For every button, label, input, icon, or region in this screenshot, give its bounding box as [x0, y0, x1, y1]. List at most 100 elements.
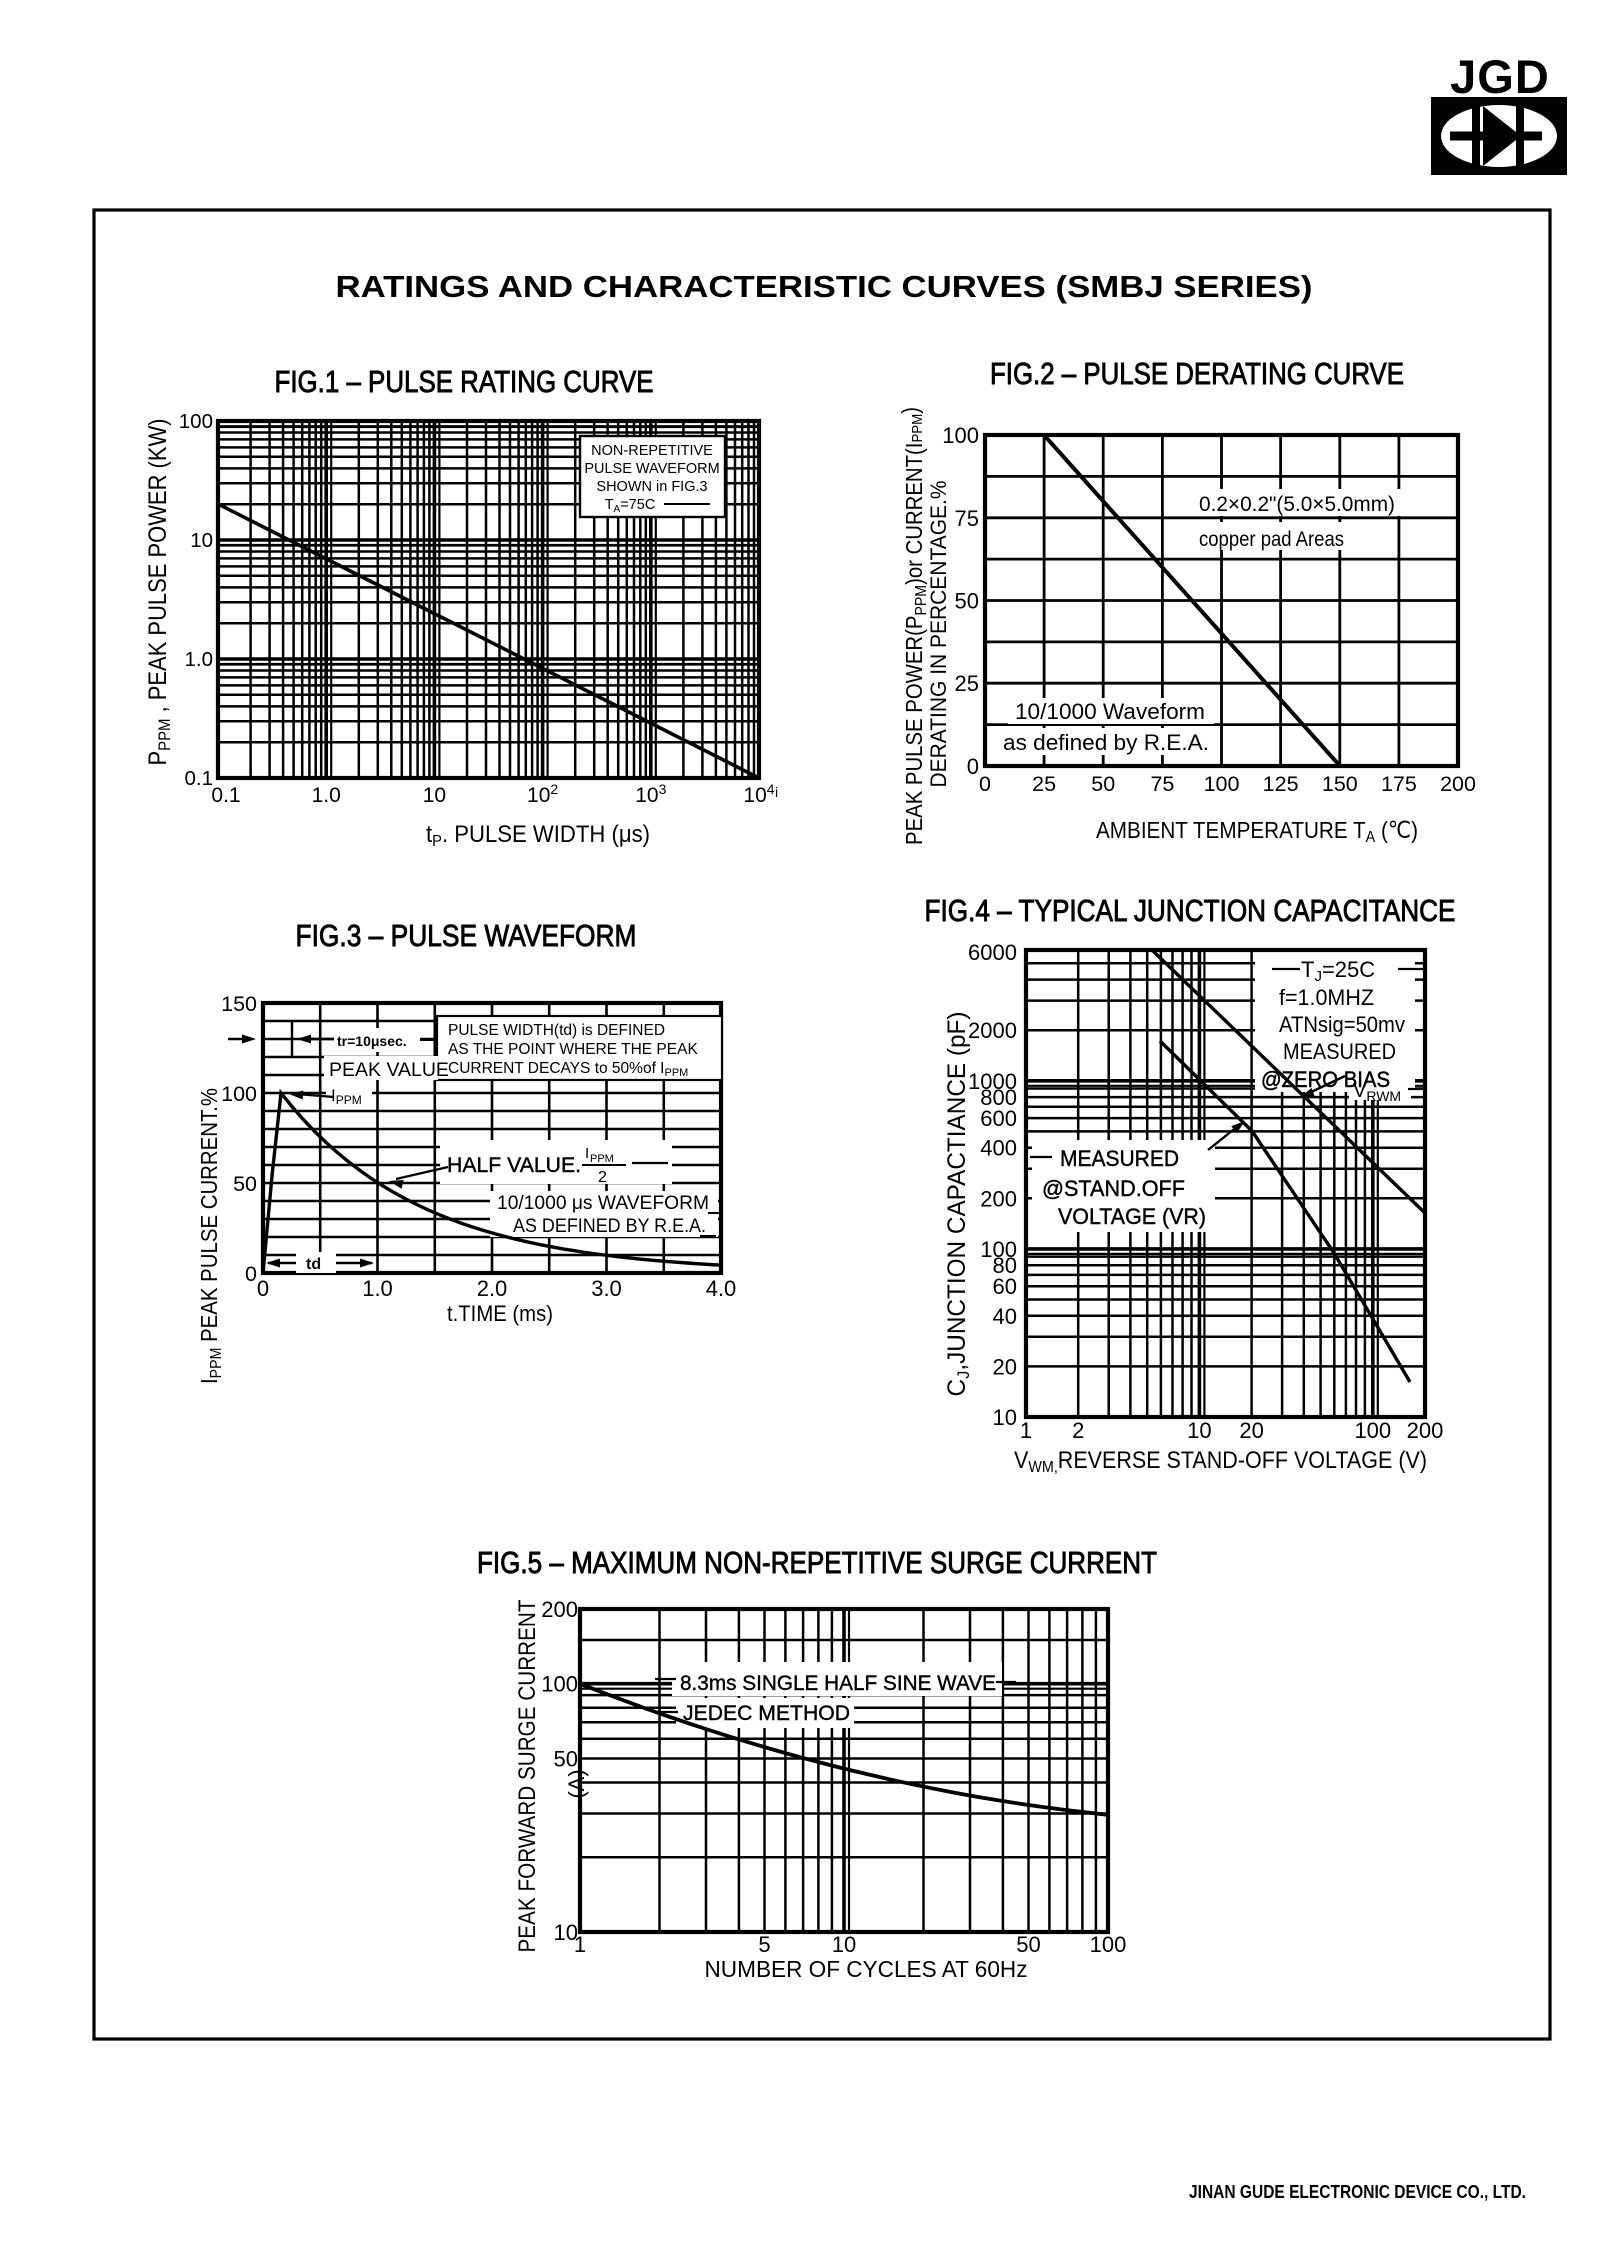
svg-text:20: 20 [1239, 1418, 1263, 1443]
svg-text:f=1.0MHZ: f=1.0MHZ [1279, 985, 1374, 1010]
svg-text:2000: 2000 [968, 1018, 1017, 1043]
svg-text:25: 25 [1032, 772, 1056, 796]
svg-text:100: 100 [1354, 1418, 1391, 1443]
svg-text:copper pad Areas: copper pad Areas [1199, 528, 1344, 551]
svg-text:100: 100 [942, 423, 979, 448]
svg-text:200: 200 [1407, 1418, 1444, 1443]
svg-text:200: 200 [980, 1186, 1017, 1211]
svg-text:SHOWN in FIG.3: SHOWN in FIG.3 [596, 479, 707, 495]
svg-text:125: 125 [1263, 772, 1299, 796]
svg-text:1.0: 1.0 [185, 648, 214, 671]
svg-text:20: 20 [993, 1354, 1017, 1379]
svg-text:6000: 6000 [968, 940, 1017, 965]
svg-text:10/1000 Waveform: 10/1000 Waveform [1015, 699, 1205, 724]
svg-text:DERATING IN PERCENTAGE.%: DERATING IN PERCENTAGE.% [926, 481, 951, 788]
svg-text:PPM: PPM [590, 1153, 614, 1165]
svg-text:1000: 1000 [968, 1069, 1017, 1094]
svg-text:@STAND.OFF: @STAND.OFF [1042, 1176, 1185, 1201]
svg-text:AS DEFINED BY R.E.A.: AS DEFINED BY R.E.A. [513, 1216, 706, 1237]
svg-text:JEDEC METHOD: JEDEC METHOD [683, 1701, 850, 1725]
svg-text:tr=10μsec.: tr=10μsec. [337, 1033, 407, 1049]
svg-text:NUMBER OF CYCLES AT 60Hz: NUMBER OF CYCLES AT 60Hz [705, 1956, 1028, 1982]
svg-text:0: 0 [979, 772, 991, 796]
svg-text:2.0: 2.0 [477, 1276, 508, 1301]
svg-text:FIG.3 – PULSE WAVEFORM: FIG.3 – PULSE WAVEFORM [296, 918, 637, 953]
svg-text:td: td [306, 1256, 321, 1273]
svg-text:TJ=25C: TJ=25C [1301, 957, 1375, 985]
svg-text:i: i [775, 784, 778, 800]
svg-text:0: 0 [257, 1276, 269, 1301]
svg-text:800: 800 [980, 1085, 1017, 1110]
svg-text:1.0: 1.0 [362, 1276, 393, 1301]
svg-text:80: 80 [993, 1253, 1017, 1278]
svg-text:8.3ms SINGLE HALF SINE WAVE: 8.3ms SINGLE HALF SINE WAVE [680, 1671, 996, 1695]
svg-text:175: 175 [1381, 772, 1417, 796]
svg-text:HALF VALUE.: HALF VALUE. [447, 1154, 581, 1177]
svg-text:MEASURED: MEASURED [1060, 1146, 1179, 1171]
svg-text:JGD: JGD [1450, 50, 1550, 103]
svg-text:I: I [585, 1145, 589, 1162]
svg-text:10: 10 [554, 1920, 578, 1945]
svg-text:0: 0 [245, 1262, 257, 1286]
svg-text:40: 40 [993, 1304, 1017, 1329]
svg-text:IPPM PEAK PULSE CURRENT.%: IPPM PEAK PULSE CURRENT.% [196, 1088, 225, 1384]
svg-text:0: 0 [967, 754, 979, 779]
svg-text:50: 50 [233, 1172, 257, 1196]
svg-text:PULSE WIDTH(td) is DEFINED: PULSE WIDTH(td) is DEFINED [448, 1022, 665, 1039]
svg-text:100: 100 [1204, 772, 1240, 796]
svg-text:100: 100 [1090, 1932, 1127, 1957]
svg-text:t.TIME (ms): t.TIME (ms) [447, 1301, 553, 1326]
svg-text:1: 1 [574, 1932, 586, 1957]
svg-text:400: 400 [980, 1136, 1017, 1161]
svg-text:JINAN GUDE ELECTRONIC DEVICE C: JINAN GUDE ELECTRONIC DEVICE CO., LTD. [1189, 2182, 1526, 2202]
svg-text:VWM,REVERSE STAND-OFF VOLTAGE: VWM,REVERSE STAND-OFF VOLTAGE (V) [1014, 1447, 1427, 1476]
svg-text:4.0: 4.0 [706, 1276, 737, 1301]
svg-text:200: 200 [541, 1597, 578, 1622]
svg-text:TA=75C: TA=75C [605, 497, 656, 515]
svg-text:@ZERO BIAS: @ZERO BIAS [1261, 1067, 1390, 1092]
svg-text:25: 25 [955, 671, 979, 696]
svg-text:150: 150 [1322, 772, 1358, 796]
svg-text:10: 10 [190, 529, 213, 552]
svg-text:MEASURED: MEASURED [1283, 1039, 1396, 1064]
svg-text:1.0: 1.0 [312, 784, 341, 807]
svg-text:(A): (A) [564, 1769, 589, 1798]
svg-text:FIG.4 – TYPICAL JUNCTION CAPAC: FIG.4 – TYPICAL JUNCTION CAPACITANCE [925, 893, 1456, 928]
svg-text:600: 600 [980, 1106, 1017, 1131]
svg-text:ATNsig=50mv: ATNsig=50mv [1279, 1012, 1405, 1037]
svg-text:100: 100 [980, 1237, 1017, 1262]
svg-text:PEAK FORWARD SURGE CURRENT: PEAK FORWARD SURGE CURRENT [514, 1599, 541, 1952]
svg-text:75: 75 [955, 506, 979, 531]
svg-text:5: 5 [758, 1932, 770, 1957]
svg-text:PPPM , PEAK PULSE POWER (KW): PPPM , PEAK PULSE POWER (KW) [144, 419, 174, 766]
svg-text:0.1: 0.1 [211, 784, 240, 807]
svg-text:2: 2 [598, 1169, 607, 1186]
svg-text:60: 60 [993, 1274, 1017, 1299]
svg-text:10: 10 [423, 784, 446, 807]
svg-text:0.1: 0.1 [185, 767, 214, 790]
svg-text:CURRENT DECAYS to 50%of IPPM: CURRENT DECAYS to 50%of IPPM [448, 1060, 688, 1079]
svg-text:10: 10 [1187, 1418, 1211, 1443]
svg-text:10/1000 μs WAVEFORM: 10/1000 μs WAVEFORM [497, 1193, 709, 1214]
svg-text:tP. PULSE WIDTH (μs): tP. PULSE WIDTH (μs) [426, 821, 650, 850]
svg-text:10: 10 [832, 1932, 856, 1957]
svg-text:0.2×0.2"(5.0×5.0mm): 0.2×0.2"(5.0×5.0mm) [1199, 493, 1395, 516]
svg-text:3.0: 3.0 [591, 1276, 622, 1301]
svg-text:RATINGS AND CHARACTERISTIC CUR: RATINGS AND CHARACTERISTIC CURVES (SMBJ … [336, 269, 1313, 304]
svg-text:FIG.1 – PULSE RATING CURVE: FIG.1 – PULSE RATING CURVE [275, 364, 654, 399]
svg-text:PEAK PULSE POWER(PPPM)or CURRE: PEAK PULSE POWER(PPPM)or CURRENT(IPPM) [897, 407, 930, 845]
svg-text:FIG.5 – MAXIMUM NON-REPETITIVE: FIG.5 – MAXIMUM NON-REPETITIVE SURGE CUR… [477, 1545, 1157, 1580]
svg-text:100: 100 [221, 1082, 257, 1106]
svg-text:AS THE POINT WHERE THE PEAK: AS THE POINT WHERE THE PEAK [448, 1041, 698, 1058]
svg-text:50: 50 [554, 1747, 578, 1772]
svg-text:FIG.2 – PULSE DERATING CURVE: FIG.2 – PULSE DERATING CURVE [990, 356, 1404, 391]
svg-text:PEAK VALUE: PEAK VALUE [329, 1059, 449, 1081]
svg-text:2: 2 [1072, 1418, 1084, 1443]
svg-text:150: 150 [221, 992, 257, 1016]
svg-text:100: 100 [179, 410, 213, 433]
svg-text:50: 50 [1091, 772, 1115, 796]
svg-text:100: 100 [541, 1672, 578, 1697]
svg-text:200: 200 [1440, 772, 1476, 796]
svg-text:AMBIENT TEMPERATURE TA (℃): AMBIENT TEMPERATURE TA (℃) [1096, 817, 1418, 846]
svg-text:CJ,JUNCTION CAPACTIANCE (pF): CJ,JUNCTION CAPACTIANCE (pF) [943, 1012, 973, 1397]
